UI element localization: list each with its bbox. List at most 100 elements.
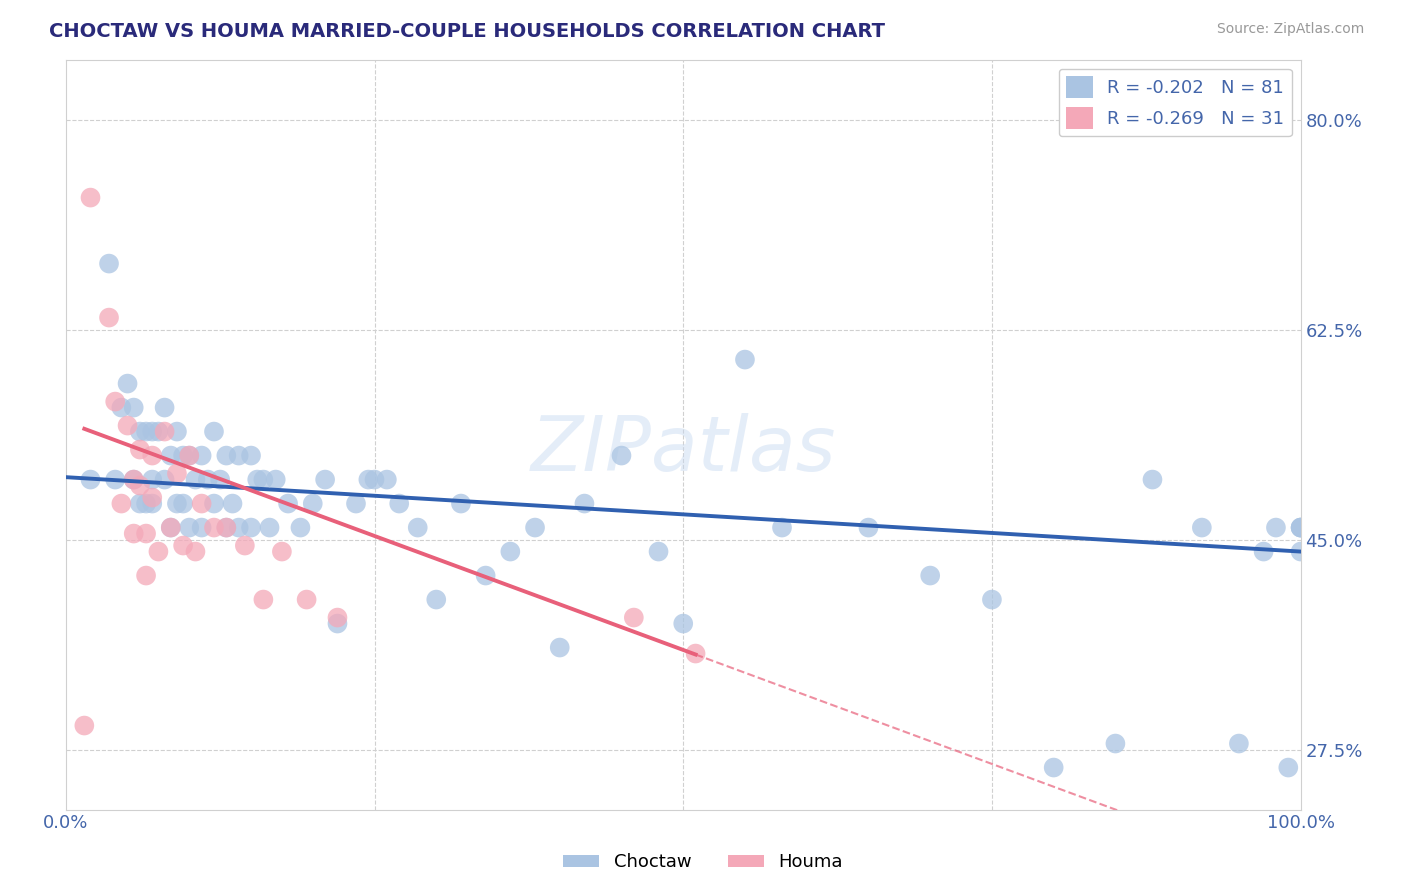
Point xyxy=(190,497,212,511)
Point xyxy=(1042,760,1064,774)
Point xyxy=(1253,544,1275,558)
Point xyxy=(159,449,181,463)
Point xyxy=(153,473,176,487)
Point xyxy=(474,568,496,582)
Point xyxy=(135,526,157,541)
Point xyxy=(1289,544,1312,558)
Point xyxy=(233,539,256,553)
Point xyxy=(166,467,188,481)
Point xyxy=(981,592,1004,607)
Point xyxy=(202,520,225,534)
Point xyxy=(685,647,707,661)
Point xyxy=(129,497,152,511)
Point xyxy=(326,616,349,631)
Point xyxy=(314,473,336,487)
Point xyxy=(1277,760,1299,774)
Point xyxy=(221,497,243,511)
Point xyxy=(129,425,152,439)
Point xyxy=(184,473,207,487)
Point xyxy=(1227,737,1250,751)
Point xyxy=(499,544,522,558)
Point xyxy=(295,592,318,607)
Point xyxy=(246,473,269,487)
Point xyxy=(770,520,793,534)
Point xyxy=(148,544,170,558)
Point xyxy=(202,497,225,511)
Point xyxy=(610,449,633,463)
Point xyxy=(326,610,349,624)
Point xyxy=(301,497,323,511)
Point xyxy=(406,520,429,534)
Point xyxy=(166,425,188,439)
Point xyxy=(135,497,157,511)
Point xyxy=(129,478,152,492)
Point xyxy=(141,425,163,439)
Point xyxy=(858,520,880,534)
Point xyxy=(98,256,121,270)
Point xyxy=(110,497,132,511)
Point xyxy=(259,520,281,534)
Point xyxy=(1191,520,1213,534)
Point xyxy=(623,610,645,624)
Point xyxy=(110,401,132,415)
Point xyxy=(1104,737,1126,751)
Point xyxy=(129,442,152,457)
Point xyxy=(363,473,385,487)
Point xyxy=(524,520,547,534)
Point xyxy=(135,425,157,439)
Point xyxy=(252,592,274,607)
Point xyxy=(148,425,170,439)
Point xyxy=(172,497,194,511)
Point xyxy=(264,473,287,487)
Point xyxy=(1289,520,1312,534)
Point xyxy=(647,544,669,558)
Point xyxy=(141,449,163,463)
Point xyxy=(290,520,312,534)
Point xyxy=(122,473,145,487)
Point xyxy=(197,473,219,487)
Point xyxy=(190,520,212,534)
Point xyxy=(179,449,201,463)
Point xyxy=(79,473,101,487)
Point xyxy=(135,568,157,582)
Point xyxy=(190,449,212,463)
Text: CHOCTAW VS HOUMA MARRIED-COUPLE HOUSEHOLDS CORRELATION CHART: CHOCTAW VS HOUMA MARRIED-COUPLE HOUSEHOL… xyxy=(49,22,886,41)
Point xyxy=(215,520,238,534)
Point xyxy=(117,376,139,391)
Point xyxy=(98,310,121,325)
Point xyxy=(159,520,181,534)
Point xyxy=(215,520,238,534)
Point xyxy=(141,473,163,487)
Legend: R = -0.202   N = 81, R = -0.269   N = 31: R = -0.202 N = 81, R = -0.269 N = 31 xyxy=(1059,69,1292,136)
Point xyxy=(574,497,596,511)
Point xyxy=(240,520,263,534)
Point xyxy=(215,449,238,463)
Point xyxy=(159,520,181,534)
Point xyxy=(375,473,398,487)
Point xyxy=(104,394,127,409)
Point xyxy=(104,473,127,487)
Point xyxy=(1265,520,1288,534)
Point xyxy=(153,401,176,415)
Point xyxy=(122,401,145,415)
Point xyxy=(122,526,145,541)
Point xyxy=(344,497,367,511)
Point xyxy=(184,544,207,558)
Point xyxy=(228,449,250,463)
Point xyxy=(209,473,232,487)
Point xyxy=(73,718,96,732)
Point xyxy=(179,520,201,534)
Point xyxy=(548,640,571,655)
Point xyxy=(172,449,194,463)
Point xyxy=(1289,520,1312,534)
Point xyxy=(122,473,145,487)
Point xyxy=(734,352,756,367)
Point xyxy=(117,418,139,433)
Point xyxy=(1142,473,1164,487)
Point xyxy=(172,539,194,553)
Point xyxy=(141,491,163,505)
Point xyxy=(450,497,472,511)
Point xyxy=(240,449,263,463)
Point xyxy=(271,544,294,558)
Point xyxy=(153,425,176,439)
